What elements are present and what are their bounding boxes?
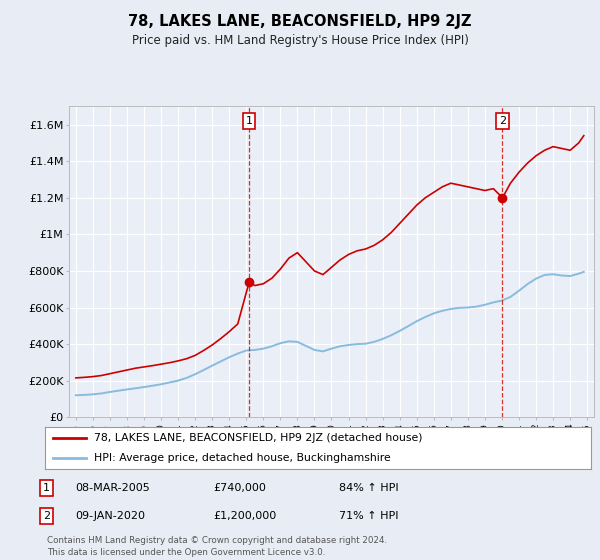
Text: Contains HM Land Registry data © Crown copyright and database right 2024.
This d: Contains HM Land Registry data © Crown c… <box>47 536 387 557</box>
Text: 1: 1 <box>43 483 50 493</box>
Text: 09-JAN-2020: 09-JAN-2020 <box>75 511 145 521</box>
Text: 1: 1 <box>245 116 253 126</box>
Text: 78, LAKES LANE, BEACONSFIELD, HP9 2JZ (detached house): 78, LAKES LANE, BEACONSFIELD, HP9 2JZ (d… <box>94 433 422 443</box>
Text: £740,000: £740,000 <box>213 483 266 493</box>
Text: 84% ↑ HPI: 84% ↑ HPI <box>339 483 398 493</box>
Text: HPI: Average price, detached house, Buckinghamshire: HPI: Average price, detached house, Buck… <box>94 453 391 463</box>
Text: 08-MAR-2005: 08-MAR-2005 <box>75 483 150 493</box>
Text: 71% ↑ HPI: 71% ↑ HPI <box>339 511 398 521</box>
Text: 2: 2 <box>499 116 506 126</box>
Text: 2: 2 <box>43 511 50 521</box>
Text: Price paid vs. HM Land Registry's House Price Index (HPI): Price paid vs. HM Land Registry's House … <box>131 34 469 46</box>
Text: £1,200,000: £1,200,000 <box>213 511 276 521</box>
Text: 78, LAKES LANE, BEACONSFIELD, HP9 2JZ: 78, LAKES LANE, BEACONSFIELD, HP9 2JZ <box>128 14 472 29</box>
